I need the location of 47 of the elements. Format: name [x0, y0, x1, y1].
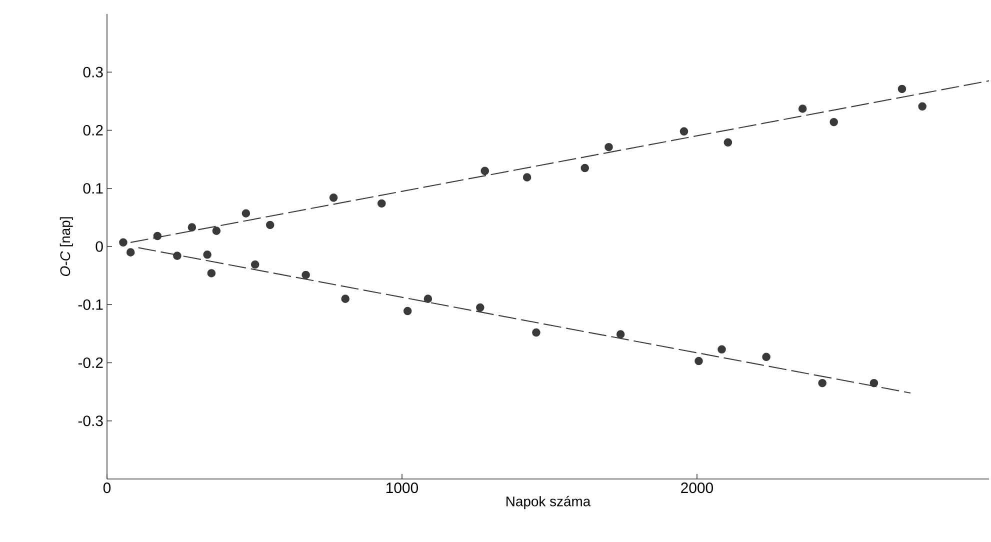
point [403, 306, 412, 316]
point [718, 345, 726, 354]
point [694, 356, 703, 366]
point [480, 166, 490, 176]
point [212, 226, 221, 235]
point [604, 142, 613, 152]
y-axis-title: O-C [nap] [60, 217, 73, 276]
point [580, 164, 590, 172]
point [207, 269, 216, 278]
point [250, 260, 260, 269]
y-tick-label: 0.1 [83, 183, 103, 194]
point [918, 102, 926, 111]
point [377, 199, 386, 208]
point [341, 294, 350, 303]
x-tick-label: 0 [103, 482, 111, 494]
point [329, 194, 338, 202]
point [532, 328, 540, 337]
point [126, 248, 135, 256]
point [203, 250, 212, 259]
x-axis-title: Napok száma [506, 496, 591, 510]
point [830, 118, 838, 126]
point [798, 104, 807, 113]
point [424, 294, 432, 303]
x-tick-label: 2000 [681, 482, 713, 494]
point [188, 223, 196, 232]
point [302, 270, 310, 280]
point [242, 209, 250, 218]
x-tick-label: 1000 [386, 482, 418, 494]
y-tick-label: 0.3 [83, 66, 103, 78]
y-tick-label: 0.2 [83, 124, 103, 136]
point [522, 173, 532, 182]
point [266, 220, 274, 230]
point [616, 330, 625, 338]
point [898, 84, 906, 94]
y-tick-label: 0 [96, 241, 103, 252]
point [870, 378, 878, 388]
point [476, 303, 484, 312]
y-tick-label: -0.1 [78, 299, 103, 310]
point [680, 127, 688, 136]
y-tick-label: -0.3 [78, 416, 103, 426]
y-tick-label: -0.2 [78, 357, 103, 368]
point [818, 378, 826, 388]
point [119, 238, 128, 247]
point [153, 232, 162, 240]
point [762, 352, 770, 362]
point [173, 252, 182, 260]
point [724, 138, 732, 147]
